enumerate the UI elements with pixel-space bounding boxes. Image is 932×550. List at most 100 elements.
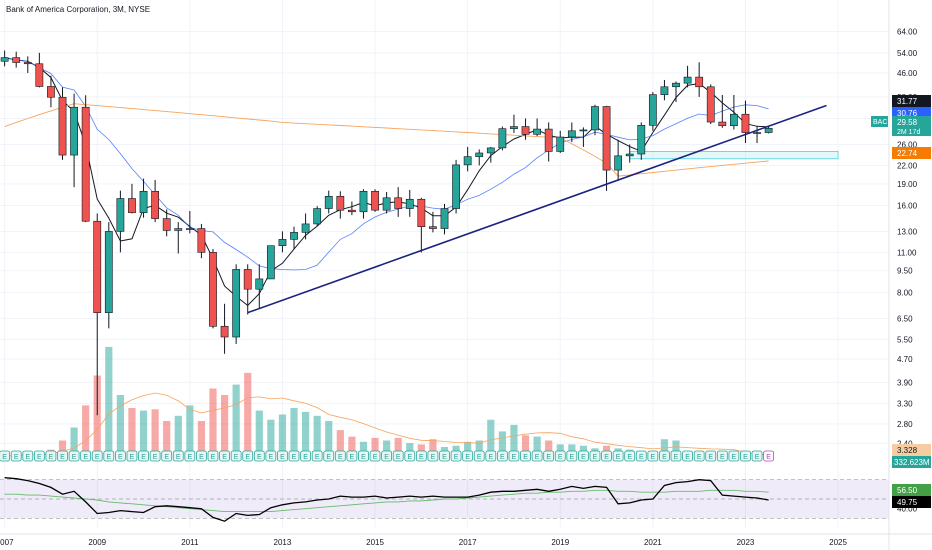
candle-body: [637, 125, 646, 155]
price-tick-label: 19.00: [897, 180, 918, 189]
candle-body: [348, 209, 356, 213]
candle-body: [104, 231, 113, 313]
volume-bar: [116, 395, 124, 460]
volume-bar: [383, 440, 391, 460]
volume-bar: [163, 421, 171, 460]
earnings-marker-letter: E: [211, 454, 216, 461]
volume-bar: [429, 439, 437, 460]
volume-bar: [325, 421, 333, 460]
earnings-marker-letter: E: [361, 454, 366, 461]
rsi-signal-badge: [892, 484, 931, 496]
earnings-marker: [404, 450, 416, 462]
candle-body: [324, 196, 333, 209]
candle-body: [174, 228, 183, 231]
volume-bar: [475, 440, 483, 460]
earnings-marker-letter: E: [130, 454, 135, 461]
time-tick-label: 2017: [459, 538, 477, 547]
price-tick-label: 2.40: [897, 439, 913, 448]
earnings-marker-letter: E: [546, 454, 551, 461]
candle-body: [278, 239, 287, 246]
earnings-marker: [578, 450, 589, 462]
candle-body: [394, 197, 403, 209]
earnings-marker: [450, 450, 462, 462]
candle-body: [741, 113, 750, 133]
volume-bar: [394, 437, 402, 460]
earnings-marker-letter: E: [141, 454, 146, 461]
earnings-marker: [763, 450, 775, 462]
earnings-marker-letter: E: [593, 454, 598, 461]
rsi-tick-label: 40.00: [897, 505, 918, 514]
earnings-marker: [57, 450, 68, 462]
rsi-signal-badge-label: 56.50: [897, 486, 918, 495]
candle-body: [220, 325, 229, 338]
candle-body: [429, 226, 437, 229]
volume-bar: [302, 411, 310, 460]
candle-body: [567, 130, 576, 138]
time-tick-label: 2013: [274, 538, 292, 547]
rsi-value-badge: [892, 496, 931, 508]
candle-body: [81, 106, 90, 222]
earnings-marker-letter: E: [755, 454, 760, 461]
earnings-marker-letter: E: [674, 454, 679, 461]
earnings-marker: [716, 450, 728, 462]
volume-bar: [672, 440, 680, 460]
earnings-marker: [126, 450, 138, 462]
earnings-marker-letter: E: [37, 454, 42, 461]
earnings-marker: [311, 450, 323, 462]
earnings-marker-letter: E: [465, 454, 470, 461]
volume-bar: [105, 346, 113, 460]
price-badge-ma-orange-label: 22.74: [897, 149, 918, 158]
volume-bar: [58, 440, 67, 460]
earnings-marker: [508, 450, 520, 462]
volume-bar: [209, 388, 217, 460]
earnings-marker: [740, 450, 751, 462]
candle-body: [625, 153, 634, 157]
earnings-marker-letter: E: [477, 454, 482, 461]
support-zone-box: [629, 151, 839, 160]
earnings-marker-letter: E: [2, 454, 7, 461]
earnings-marker-letter: E: [732, 454, 737, 461]
earnings-marker-letter: E: [118, 454, 123, 461]
volume-bar: [278, 414, 287, 460]
earnings-marker-letter: E: [396, 454, 401, 461]
candle-body: [405, 198, 414, 209]
earnings-marker: [45, 450, 57, 462]
earnings-marker: [300, 450, 311, 462]
candle-body: [93, 220, 102, 313]
price-tick-label: 11.00: [897, 248, 917, 257]
earnings-marker-letter: E: [627, 454, 632, 461]
candle-body: [128, 198, 136, 213]
earnings-marker: [0, 450, 11, 462]
candle-body: [544, 128, 553, 152]
candle-body: [382, 197, 391, 211]
earnings-marker: [415, 450, 427, 462]
price-badge-ma-black-label: 31.77: [897, 97, 918, 106]
earnings-marker: [554, 450, 566, 462]
earnings-marker-letter: E: [708, 454, 713, 461]
earnings-marker: [219, 450, 230, 462]
earnings-marker: [103, 450, 115, 462]
earnings-marker-letter: E: [153, 454, 158, 461]
candle-body: [602, 106, 611, 171]
earnings-marker: [346, 450, 358, 462]
volume-bar: [498, 431, 506, 460]
earnings-marker-letter: E: [697, 454, 702, 461]
earnings-marker: [589, 450, 601, 462]
earnings-marker-letter: E: [407, 454, 412, 461]
rsi-lines: [4, 477, 769, 522]
volume-bar: [151, 409, 159, 460]
trendline[interactable]: [247, 104, 827, 314]
candle-body: [243, 269, 252, 290]
earnings-marker-letter: E: [49, 454, 54, 461]
candle-body: [672, 82, 680, 88]
rsi-line: [4, 477, 769, 522]
candles: [0, 50, 773, 416]
candle-body: [521, 126, 530, 135]
candle-body: [463, 156, 472, 166]
earnings-marker-letter: E: [662, 454, 667, 461]
rsi-signal-line: [4, 489, 769, 513]
earnings-marker-letter: E: [60, 454, 65, 461]
earnings-marker-letter: E: [558, 454, 563, 461]
